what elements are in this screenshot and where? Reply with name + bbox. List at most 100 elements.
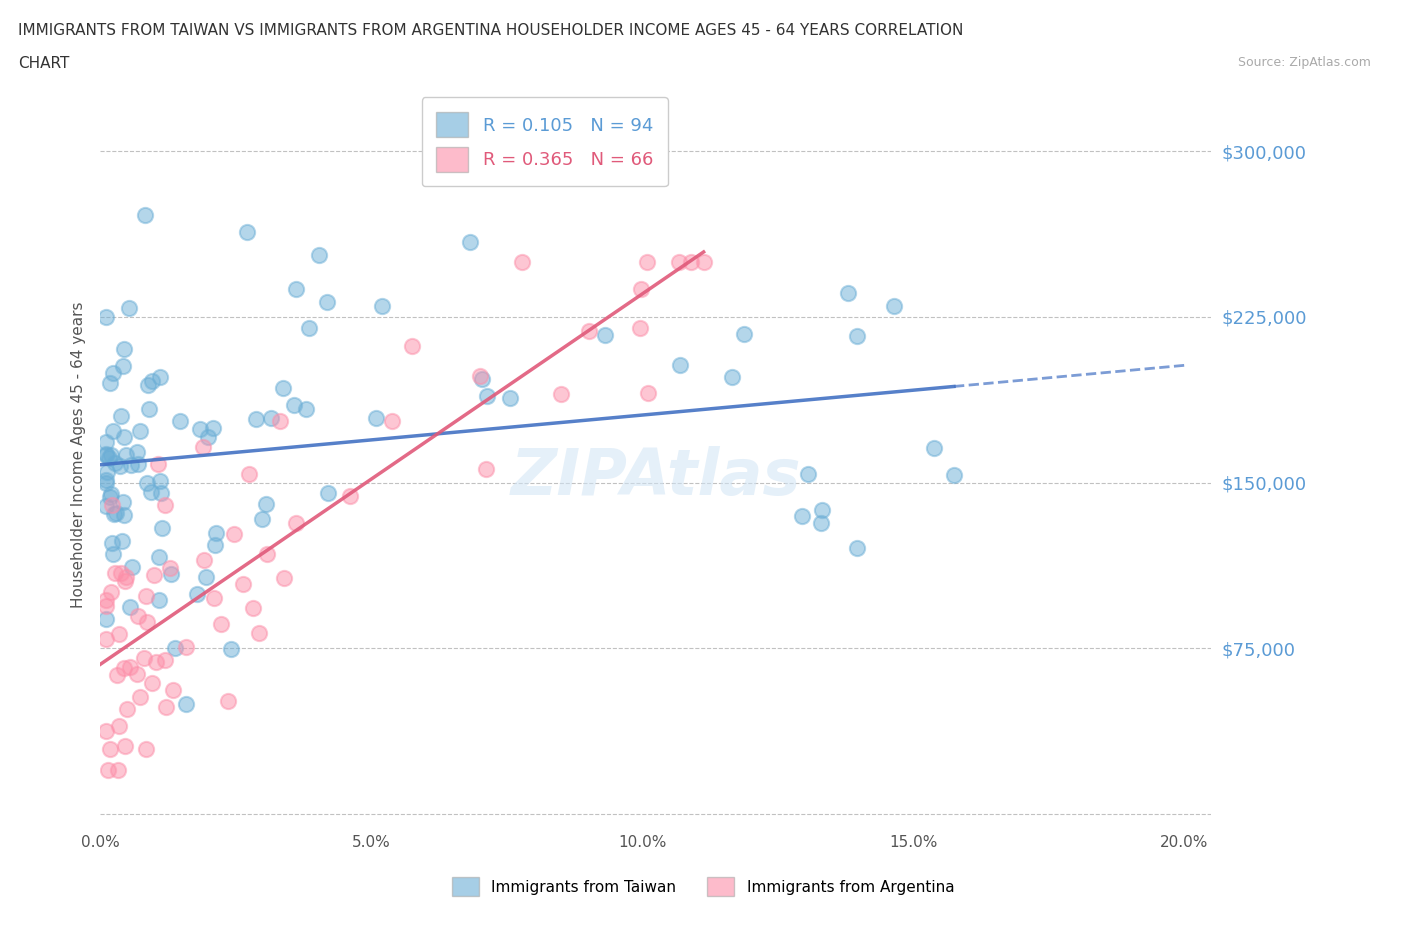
Point xyxy=(219,642,242,657)
Point xyxy=(159,566,181,581)
Point xyxy=(193,553,215,568)
Point xyxy=(100,584,122,599)
Point xyxy=(637,386,659,401)
Point xyxy=(371,299,394,313)
Point xyxy=(205,526,228,541)
Point xyxy=(470,369,492,384)
Point xyxy=(628,321,651,336)
Point xyxy=(105,668,128,683)
Point xyxy=(792,509,814,524)
Point xyxy=(197,429,219,444)
Point xyxy=(339,488,361,503)
Point xyxy=(174,640,197,655)
Point xyxy=(94,447,117,462)
Point xyxy=(159,560,181,575)
Point xyxy=(118,300,141,315)
Text: Source: ZipAtlas.com: Source: ZipAtlas.com xyxy=(1237,56,1371,69)
Point xyxy=(679,255,702,270)
Point xyxy=(135,614,157,629)
Point xyxy=(295,402,318,417)
Point xyxy=(630,281,652,296)
Point xyxy=(148,592,170,607)
Point xyxy=(256,546,278,561)
Point xyxy=(209,617,232,631)
Point xyxy=(94,498,117,513)
Point xyxy=(810,502,832,517)
Legend: R = 0.105   N = 94, R = 0.365   N = 66: R = 0.105 N = 94, R = 0.365 N = 66 xyxy=(422,98,668,187)
Point xyxy=(110,565,132,580)
Point xyxy=(136,378,159,392)
Point xyxy=(128,690,150,705)
Point xyxy=(202,590,225,604)
Point xyxy=(471,371,494,386)
Point xyxy=(153,652,176,667)
Point xyxy=(238,466,260,481)
Point xyxy=(94,476,117,491)
Text: CHART: CHART xyxy=(18,56,70,71)
Point xyxy=(235,225,257,240)
Point xyxy=(104,456,127,471)
Point xyxy=(153,497,176,512)
Point xyxy=(134,651,156,666)
Point xyxy=(94,434,117,449)
Point xyxy=(169,414,191,429)
Point xyxy=(636,254,658,269)
Point xyxy=(733,326,755,341)
Point xyxy=(194,569,217,584)
Point xyxy=(103,423,125,438)
Point xyxy=(148,550,170,565)
Point xyxy=(118,600,141,615)
Point xyxy=(120,458,142,472)
Point xyxy=(316,295,339,310)
Point xyxy=(143,567,166,582)
Point xyxy=(134,208,156,223)
Point xyxy=(943,468,966,483)
Point xyxy=(94,310,117,325)
Point xyxy=(245,412,267,427)
Point xyxy=(242,601,264,616)
Point xyxy=(111,359,134,374)
Point xyxy=(668,254,690,269)
Point xyxy=(269,413,291,428)
Point xyxy=(110,408,132,423)
Point xyxy=(94,631,117,646)
Point xyxy=(103,365,125,380)
Text: ZIPAtlas: ZIPAtlas xyxy=(510,446,801,508)
Point xyxy=(148,369,170,384)
Point xyxy=(114,738,136,753)
Point xyxy=(922,440,945,455)
Point xyxy=(114,574,136,589)
Point xyxy=(475,389,498,404)
Point xyxy=(883,299,905,313)
Point xyxy=(364,411,387,426)
Point xyxy=(114,448,136,463)
Point xyxy=(721,370,744,385)
Point xyxy=(125,444,148,458)
Point xyxy=(104,565,127,580)
Point xyxy=(846,540,869,555)
Point xyxy=(692,254,714,269)
Point xyxy=(316,485,339,500)
Point xyxy=(138,402,160,417)
Point xyxy=(112,661,135,676)
Point xyxy=(104,506,127,521)
Point xyxy=(250,512,273,527)
Point xyxy=(595,327,617,342)
Point xyxy=(115,569,138,584)
Point xyxy=(94,724,117,738)
Point xyxy=(101,536,124,551)
Point xyxy=(283,397,305,412)
Point xyxy=(254,497,277,512)
Point xyxy=(112,430,135,445)
Point xyxy=(284,282,307,297)
Point xyxy=(165,641,187,656)
Point xyxy=(96,464,118,479)
Point xyxy=(135,589,157,604)
Point xyxy=(112,341,135,356)
Point xyxy=(96,447,118,462)
Point xyxy=(155,699,177,714)
Point xyxy=(150,521,173,536)
Point xyxy=(103,506,125,521)
Point xyxy=(98,376,121,391)
Point xyxy=(103,547,125,562)
